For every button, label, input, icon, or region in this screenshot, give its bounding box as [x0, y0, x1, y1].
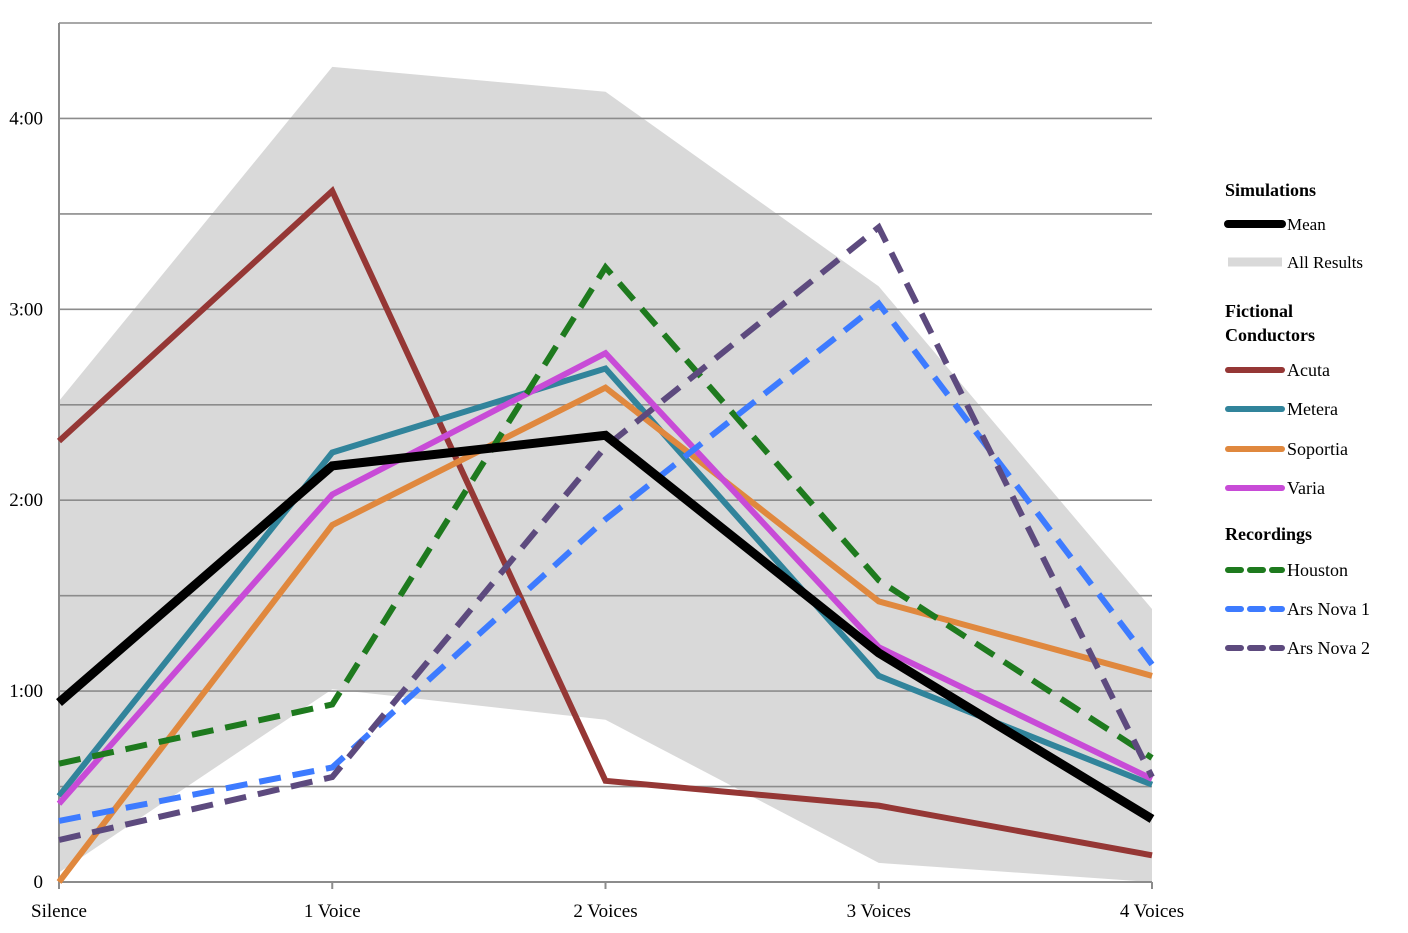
y-tick-label: 3:00: [9, 299, 43, 320]
x-tick-label: 4 Voices: [1120, 901, 1184, 922]
x-tick-label: 1 Voice: [304, 901, 361, 922]
series-line-ars-nova-2: [58, 222, 1155, 843]
y-tick-label: 2:00: [9, 490, 43, 511]
legend-label-all-results: All Results: [1287, 253, 1363, 272]
y-tick-label: 1:00: [9, 681, 43, 702]
legend-label-mean: Mean: [1287, 215, 1326, 234]
legend-group-title: Simulations: [1225, 180, 1316, 200]
legend-group-title: Recordings: [1225, 524, 1312, 544]
all-results-band: [59, 66, 1152, 883]
legend-label-acuta: Acuta: [1287, 360, 1330, 380]
legend-label-varia: Varia: [1287, 478, 1325, 498]
axes: [58, 23, 1153, 889]
series-line-houston: [58, 262, 1154, 767]
y-tick-label: 4:00: [9, 108, 43, 129]
x-tick-label: Silence: [31, 901, 87, 922]
series-line-acuta: [56, 186, 1153, 859]
legend-group-title: Fictional: [1225, 301, 1293, 321]
x-tick-label: 3 Voices: [847, 901, 911, 922]
series-line-varia: [56, 349, 1154, 806]
x-tick-label: 2 Voices: [573, 901, 637, 922]
tick-labels: 0 1:00 2:00 3:00 4:00 Silence 1 Voice 2 Voices 3…: [9, 108, 1184, 922]
legend-label-soportia: Soportia: [1287, 439, 1348, 459]
series-line-soportia: [56, 384, 1153, 884]
series-lines: [56, 186, 1155, 884]
legend-label-metera: Metera: [1287, 399, 1338, 419]
legend-label-ars-nova-1: Ars Nova 1: [1287, 599, 1370, 619]
series-line-ars-nova-1: [58, 299, 1155, 824]
legend: Simulations Mean All Results Fictional Condu…: [1224, 180, 1370, 658]
legend-label-ars-nova-2: Ars Nova 2: [1287, 638, 1370, 658]
y-tick-label: 0: [34, 872, 44, 893]
series-line-mean: [56, 430, 1155, 823]
legend-group-title: Conductors: [1225, 325, 1315, 345]
legend-label-houston: Houston: [1287, 560, 1348, 580]
range-band-layer: [59, 66, 1152, 883]
